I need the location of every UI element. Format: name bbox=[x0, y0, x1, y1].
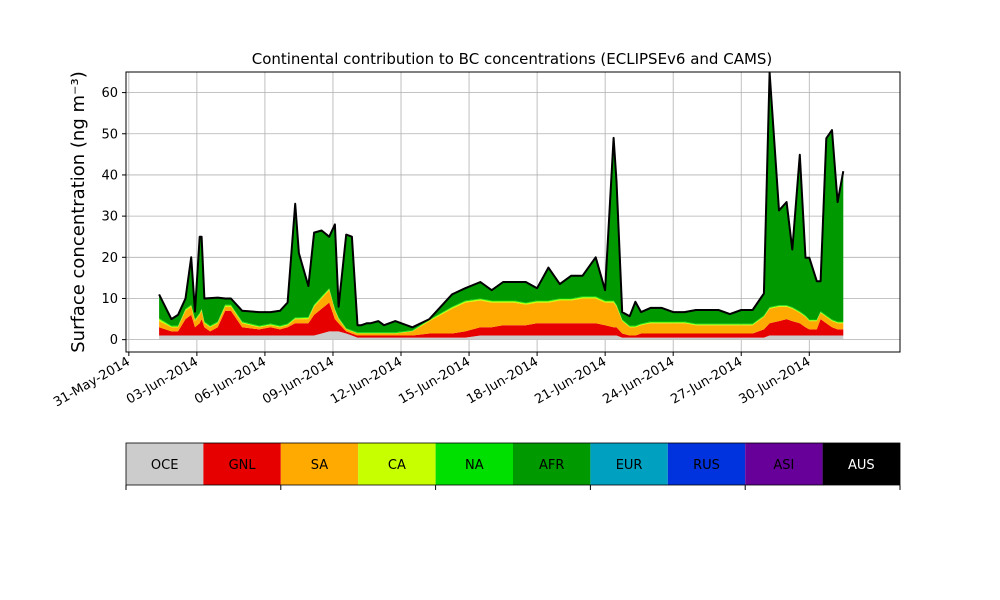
legend-swatch-eur bbox=[590, 443, 668, 485]
x-tick-label: 06-Jun-2014 bbox=[192, 354, 269, 407]
y-tick-label: 50 bbox=[101, 127, 118, 142]
x-tick-label: 30-Jun-2014 bbox=[736, 354, 813, 407]
legend-label-asi: ASI bbox=[773, 458, 794, 473]
y-tick-label: 40 bbox=[101, 168, 118, 183]
legend-swatch-asi bbox=[745, 443, 823, 485]
legend-label-na: NA bbox=[465, 458, 484, 473]
total-line bbox=[158, 71, 845, 329]
legend-swatch-rus bbox=[667, 443, 746, 485]
y-tick-label: 20 bbox=[101, 251, 118, 266]
legend-label-afr: AFR bbox=[539, 458, 564, 473]
x-tick-label: 03-Jun-2014 bbox=[124, 354, 201, 407]
legend-label-ca: CA bbox=[388, 458, 406, 473]
y-axis-label: Surface concentration (ng m⁻³) bbox=[68, 71, 89, 353]
legend-swatch-afr bbox=[513, 443, 591, 485]
area-na bbox=[159, 288, 844, 334]
legend-label-oce: OCE bbox=[151, 458, 179, 473]
legend-swatch-na bbox=[435, 443, 513, 485]
legend-label-aus: AUS bbox=[848, 458, 875, 473]
area-sa bbox=[159, 290, 844, 336]
y-tick-label: 60 bbox=[101, 86, 118, 101]
legend-swatch-gnl bbox=[203, 443, 281, 485]
x-tick-label: 12-Jun-2014 bbox=[328, 354, 405, 407]
area-afr bbox=[159, 72, 844, 333]
legend-label-eur: EUR bbox=[616, 458, 643, 473]
area-gnl bbox=[159, 302, 844, 338]
legend-label-gnl: GNL bbox=[229, 458, 257, 473]
x-tick-label: 24-Jun-2014 bbox=[600, 354, 677, 407]
x-tick-label: 15-Jun-2014 bbox=[396, 354, 473, 407]
legend-swatch-ca bbox=[358, 443, 436, 485]
legend-label-sa: SA bbox=[311, 458, 328, 473]
x-tick-label: 31-May-2014 bbox=[51, 354, 133, 410]
x-tick-label: 21-Jun-2014 bbox=[532, 354, 609, 407]
x-tick-label: 18-Jun-2014 bbox=[464, 354, 541, 407]
y-tick-label: 0 bbox=[110, 333, 118, 348]
legend-swatch-aus bbox=[822, 443, 900, 485]
y-tick-label: 30 bbox=[101, 210, 118, 225]
legend-frame bbox=[125, 442, 901, 486]
chart-title: Continental contribution to BC concentra… bbox=[252, 50, 773, 68]
legend-swatch-sa bbox=[280, 443, 359, 485]
plot-frame bbox=[125, 71, 901, 353]
y-tick-label: 10 bbox=[101, 292, 118, 307]
legend-label-rus: RUS bbox=[693, 458, 720, 473]
x-tick-label: 27-Jun-2014 bbox=[668, 354, 745, 407]
legend: OCE GNL SA CA NA AFR EUR RUS ASI AUS bbox=[125, 442, 901, 490]
stacked-areas bbox=[158, 71, 845, 340]
legend-swatch-oce bbox=[126, 443, 204, 485]
x-tick-label: 09-Jun-2014 bbox=[260, 354, 337, 407]
